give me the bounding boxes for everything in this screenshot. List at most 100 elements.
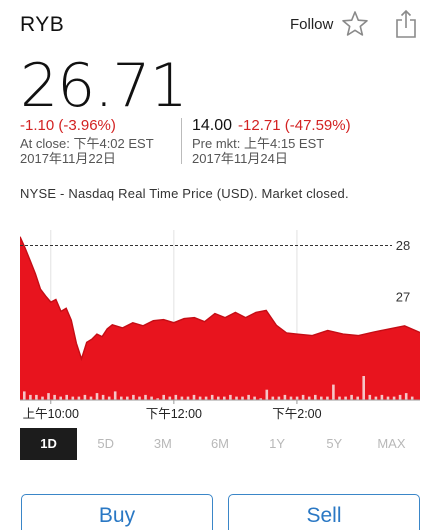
- buy-button[interactable]: Buy: [21, 494, 213, 530]
- x-tick-label: 上午10:00: [23, 407, 79, 420]
- star-icon[interactable]: [341, 10, 369, 38]
- volume-bar: [59, 396, 62, 400]
- volume-bar: [326, 396, 329, 400]
- volume-bar: [65, 394, 68, 400]
- y-tick-label: 27: [396, 289, 410, 304]
- ticker-symbol: RYB: [20, 13, 65, 36]
- volume-bar: [344, 396, 347, 400]
- volume-bar: [301, 394, 305, 400]
- volume-bar: [350, 394, 353, 400]
- volume-bar: [132, 394, 135, 400]
- market-status-note: NYSE - Nasdaq Real Time Price (USD). Mar…: [20, 186, 349, 201]
- volume-bar: [217, 396, 220, 400]
- volume-bar: [338, 396, 341, 400]
- volume-bar: [192, 394, 196, 400]
- close-time-label: At close: 下午4:02 EST: [20, 136, 154, 151]
- volume-bar: [168, 396, 172, 400]
- volume-bar: [210, 394, 214, 400]
- current-price: 26.71: [20, 51, 188, 121]
- close-change: -1.10 (-3.96%): [20, 117, 116, 134]
- volume-bar: [398, 394, 402, 400]
- premarket-price: 14.00: [192, 117, 233, 134]
- volume-bar: [289, 396, 293, 400]
- volume-bar: [113, 391, 117, 400]
- volume-bar: [283, 394, 287, 400]
- premarket-quote-block: 14.00 -12.71 (-47.59%) Pre mkt: 上午4:15 ES…: [192, 116, 422, 166]
- volume-bar: [247, 394, 250, 400]
- volume-bar: [150, 396, 153, 400]
- volume-bar: [198, 396, 202, 400]
- volume-bar: [332, 384, 335, 400]
- quote-divider: [181, 118, 182, 164]
- price-line: [20, 236, 420, 362]
- volume-bar: [47, 393, 50, 400]
- volume-bar: [95, 393, 99, 400]
- volume-bar: [380, 394, 384, 400]
- volume-bar: [41, 396, 44, 400]
- volume-bar: [229, 394, 232, 400]
- volume-bar: [77, 396, 81, 400]
- volume-bar: [265, 389, 269, 400]
- price-area: [20, 236, 420, 400]
- volume-bar: [83, 394, 87, 400]
- premarket-date: 2017年11月24日: [192, 151, 288, 166]
- range-tab-6m[interactable]: 6M: [210, 436, 230, 451]
- volume-bar: [23, 391, 26, 400]
- volume-bar: [386, 396, 390, 400]
- volume-bar: [180, 396, 184, 400]
- volume-bar: [295, 396, 299, 400]
- sell-button[interactable]: Sell: [228, 494, 420, 530]
- share-icon[interactable]: [393, 9, 419, 39]
- premarket-line: 14.00 -12.71 (-47.59%): [192, 116, 422, 136]
- volume-bar: [204, 396, 208, 400]
- range-tab-max[interactable]: MAX: [377, 436, 406, 451]
- volume-bar: [259, 398, 262, 400]
- volume-bar: [138, 396, 141, 400]
- premarket-change: -12.71 (-47.59%): [238, 117, 351, 134]
- follow-button[interactable]: Follow: [290, 16, 334, 33]
- x-tick-label: 下午2:00: [272, 407, 321, 420]
- volume-bar: [374, 396, 378, 400]
- price-chart-svg: 28 27 上午10:00 下午12:00 下午2:00: [20, 230, 420, 420]
- range-tab-1d[interactable]: 1D: [20, 428, 78, 460]
- volume-bar: [29, 394, 32, 400]
- volume-bar: [314, 394, 317, 400]
- volume-bar: [144, 394, 147, 400]
- volume-bar: [162, 394, 165, 400]
- volume-bar: [156, 398, 159, 400]
- range-tab-5d[interactable]: 5D: [97, 436, 115, 451]
- quote-header: RYB Follow: [0, 0, 440, 50]
- volume-bar: [101, 394, 105, 400]
- volume-bar: [392, 396, 396, 400]
- volume-bar: [253, 396, 256, 400]
- volume-bar: [368, 394, 372, 400]
- volume-bar: [241, 396, 244, 400]
- volume-bar: [53, 394, 56, 400]
- x-tick-label: 下午12:00: [146, 407, 202, 420]
- volume-bar: [277, 396, 281, 400]
- volume-bar: [410, 396, 414, 400]
- volume-bar: [126, 396, 129, 400]
- volume-bar: [356, 396, 359, 400]
- y-tick-label: 28: [396, 238, 410, 253]
- volume-bar: [223, 396, 226, 400]
- volume-bar: [362, 376, 365, 400]
- volume-bar: [320, 396, 323, 400]
- volume-bar: [89, 396, 93, 400]
- range-tab-3m[interactable]: 3M: [153, 436, 172, 451]
- volume-bar: [174, 394, 178, 400]
- volume-bar: [120, 396, 123, 400]
- volume-bar: [186, 396, 190, 400]
- premarket-time-label: Pre mkt: 上午4:15 EST: [192, 136, 325, 151]
- volume-bar: [235, 396, 238, 400]
- volume-bar: [404, 393, 408, 400]
- price-chart[interactable]: 28 27 上午10:00 下午12:00 下午2:00: [20, 230, 420, 420]
- close-date: 2017年11月22日: [20, 151, 116, 166]
- range-tab-1y[interactable]: 1Y: [269, 436, 286, 451]
- range-tabs: 1D 5D 3M 6M 1Y 5Y MAX: [20, 428, 420, 460]
- volume-bar: [71, 396, 75, 400]
- range-tab-5y[interactable]: 5Y: [326, 436, 343, 451]
- volume-bar: [107, 396, 111, 400]
- volume-bar: [35, 394, 38, 400]
- volume-bar: [307, 396, 311, 400]
